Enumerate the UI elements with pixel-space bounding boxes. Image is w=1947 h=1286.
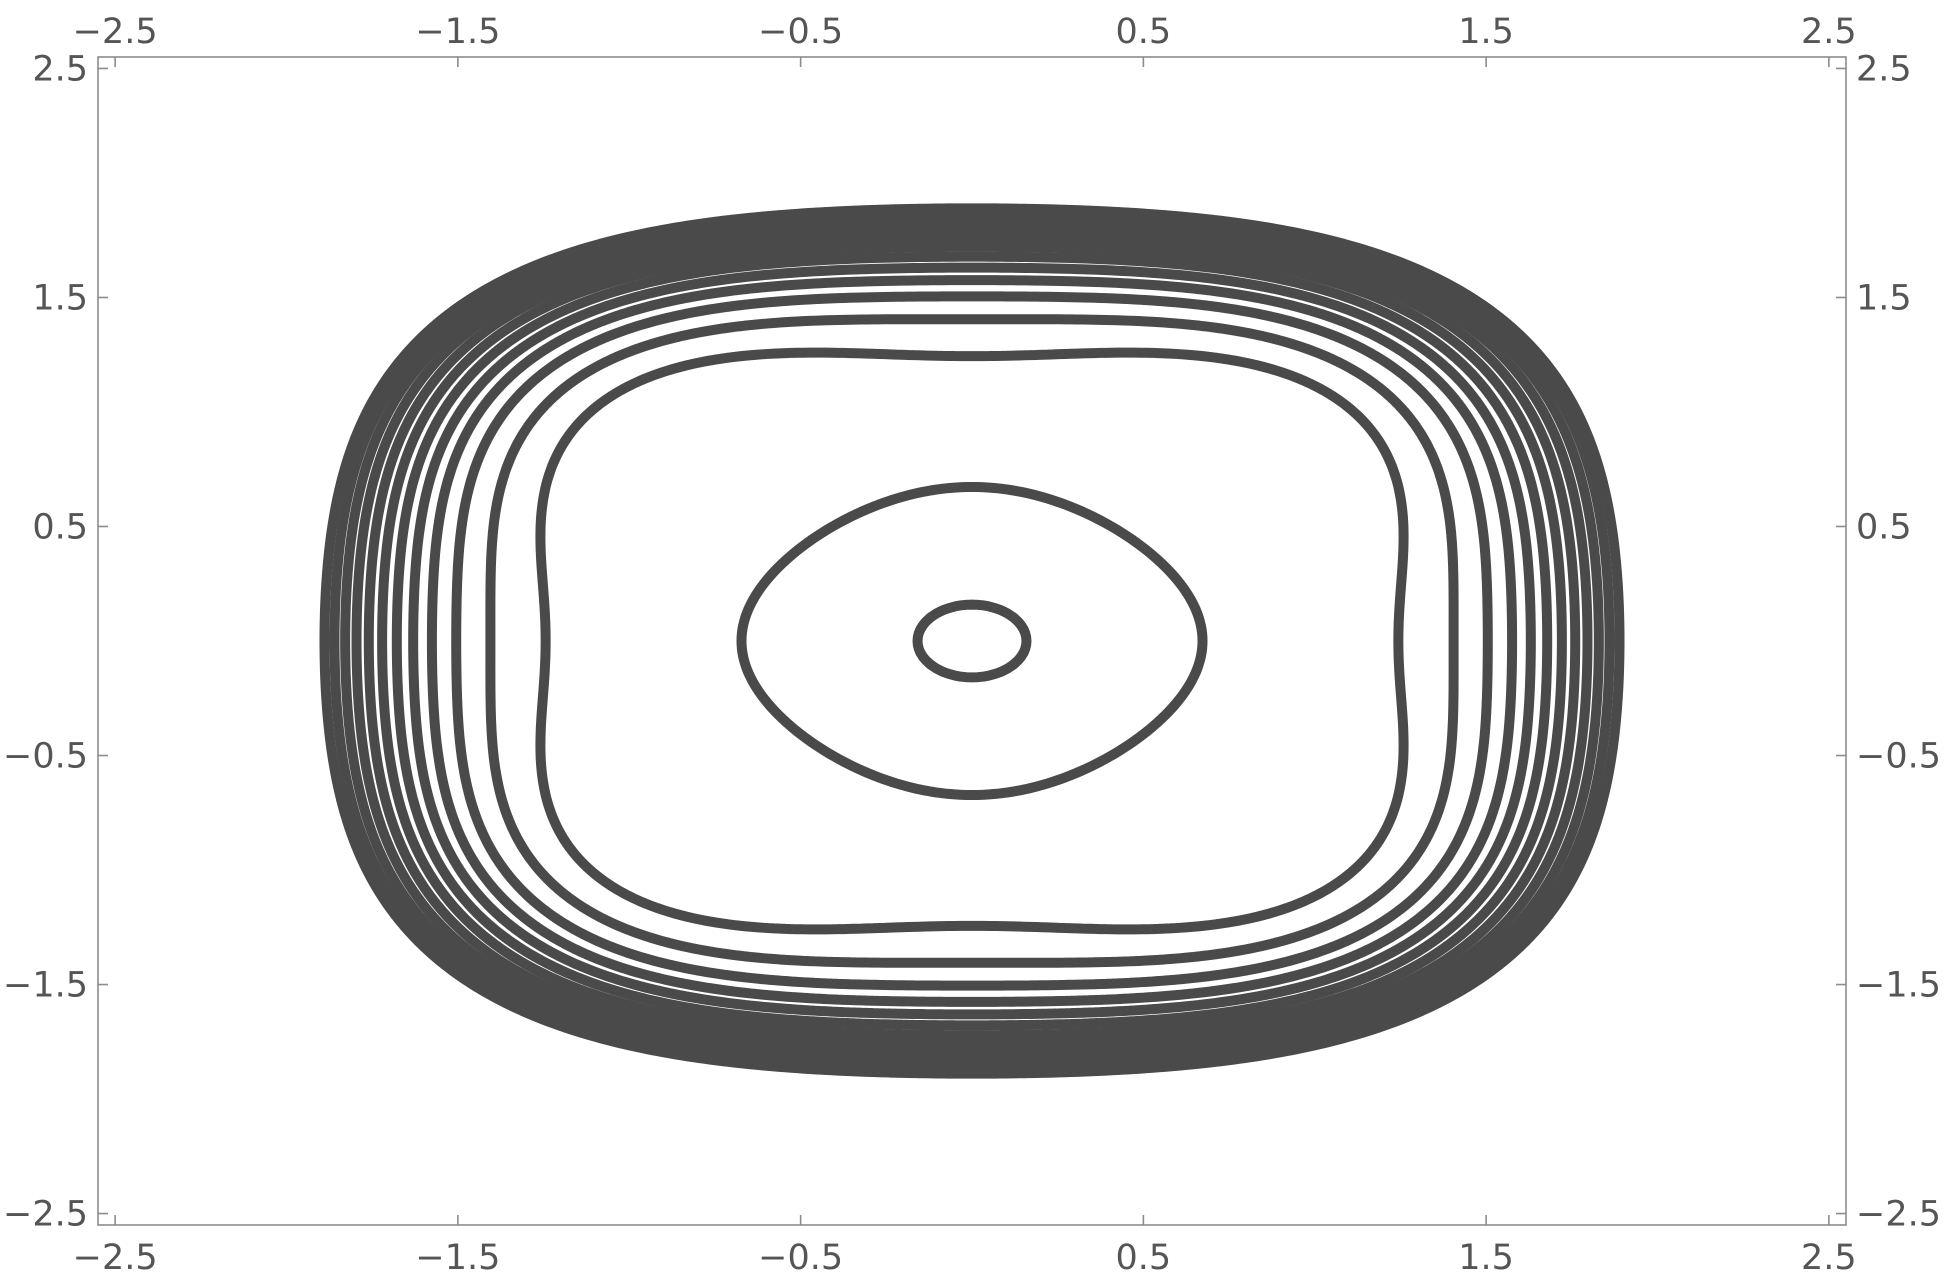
- right-tick-label: −0.5: [1856, 737, 1941, 777]
- contour-line-5: [391, 251, 1553, 1031]
- axis-tick-labels: −2.5 −1.5 −0.5 0.5 1.5 2.5−2.5 −1.5 −0.5 0.5 1.5 2…: [3, 12, 1941, 1278]
- bottom-tick-label: −2.5: [73, 1238, 158, 1278]
- left-tick-label: −2.5: [3, 1195, 88, 1235]
- contour-line-1: [485, 314, 1459, 968]
- bottom-tick-label: −0.5: [758, 1238, 843, 1278]
- bottom-tick-label: 2.5: [1801, 1238, 1857, 1278]
- left-tick-label: 0.5: [32, 507, 88, 547]
- bottom-tick-label: 1.5: [1458, 1238, 1514, 1278]
- contour-line-3: [426, 275, 1518, 1007]
- contour-line-6: [377, 241, 1567, 1041]
- contour-line-0: [535, 347, 1409, 935]
- contour-line-11: [319, 203, 1625, 1079]
- left-tick-label: −0.5: [3, 737, 88, 777]
- contour-line-9: [340, 217, 1604, 1065]
- bottom-tick-label: −1.5: [415, 1238, 500, 1278]
- right-tick-label: −1.5: [1856, 966, 1941, 1006]
- top-tick-label: 2.5: [1801, 12, 1857, 52]
- contour-line-7: [363, 232, 1581, 1050]
- top-tick-label: −1.5: [415, 12, 500, 52]
- left-tick-label: 1.5: [32, 278, 88, 318]
- right-tick-label: 1.5: [1856, 278, 1912, 318]
- top-tick-label: 0.5: [1116, 12, 1172, 52]
- right-tick-label: 0.5: [1856, 507, 1912, 547]
- contour-lines: [319, 203, 1625, 1079]
- bottom-tick-label: 0.5: [1116, 1238, 1172, 1278]
- right-tick-label: 2.5: [1856, 49, 1912, 89]
- contour-line-4: [408, 262, 1536, 1020]
- contour-line-10: [329, 210, 1615, 1072]
- contour-line-8: [351, 224, 1593, 1058]
- left-tick-label: 2.5: [32, 49, 88, 89]
- top-tick-label: 1.5: [1458, 12, 1514, 52]
- left-tick-label: −1.5: [3, 966, 88, 1006]
- axis-ticks: [98, 57, 1846, 1225]
- plot-frame: [97, 56, 1847, 1226]
- top-tick-label: −0.5: [758, 12, 843, 52]
- top-tick-label: −2.5: [73, 12, 158, 52]
- right-tick-label: −2.5: [1856, 1195, 1941, 1235]
- contour-line-2: [451, 291, 1493, 991]
